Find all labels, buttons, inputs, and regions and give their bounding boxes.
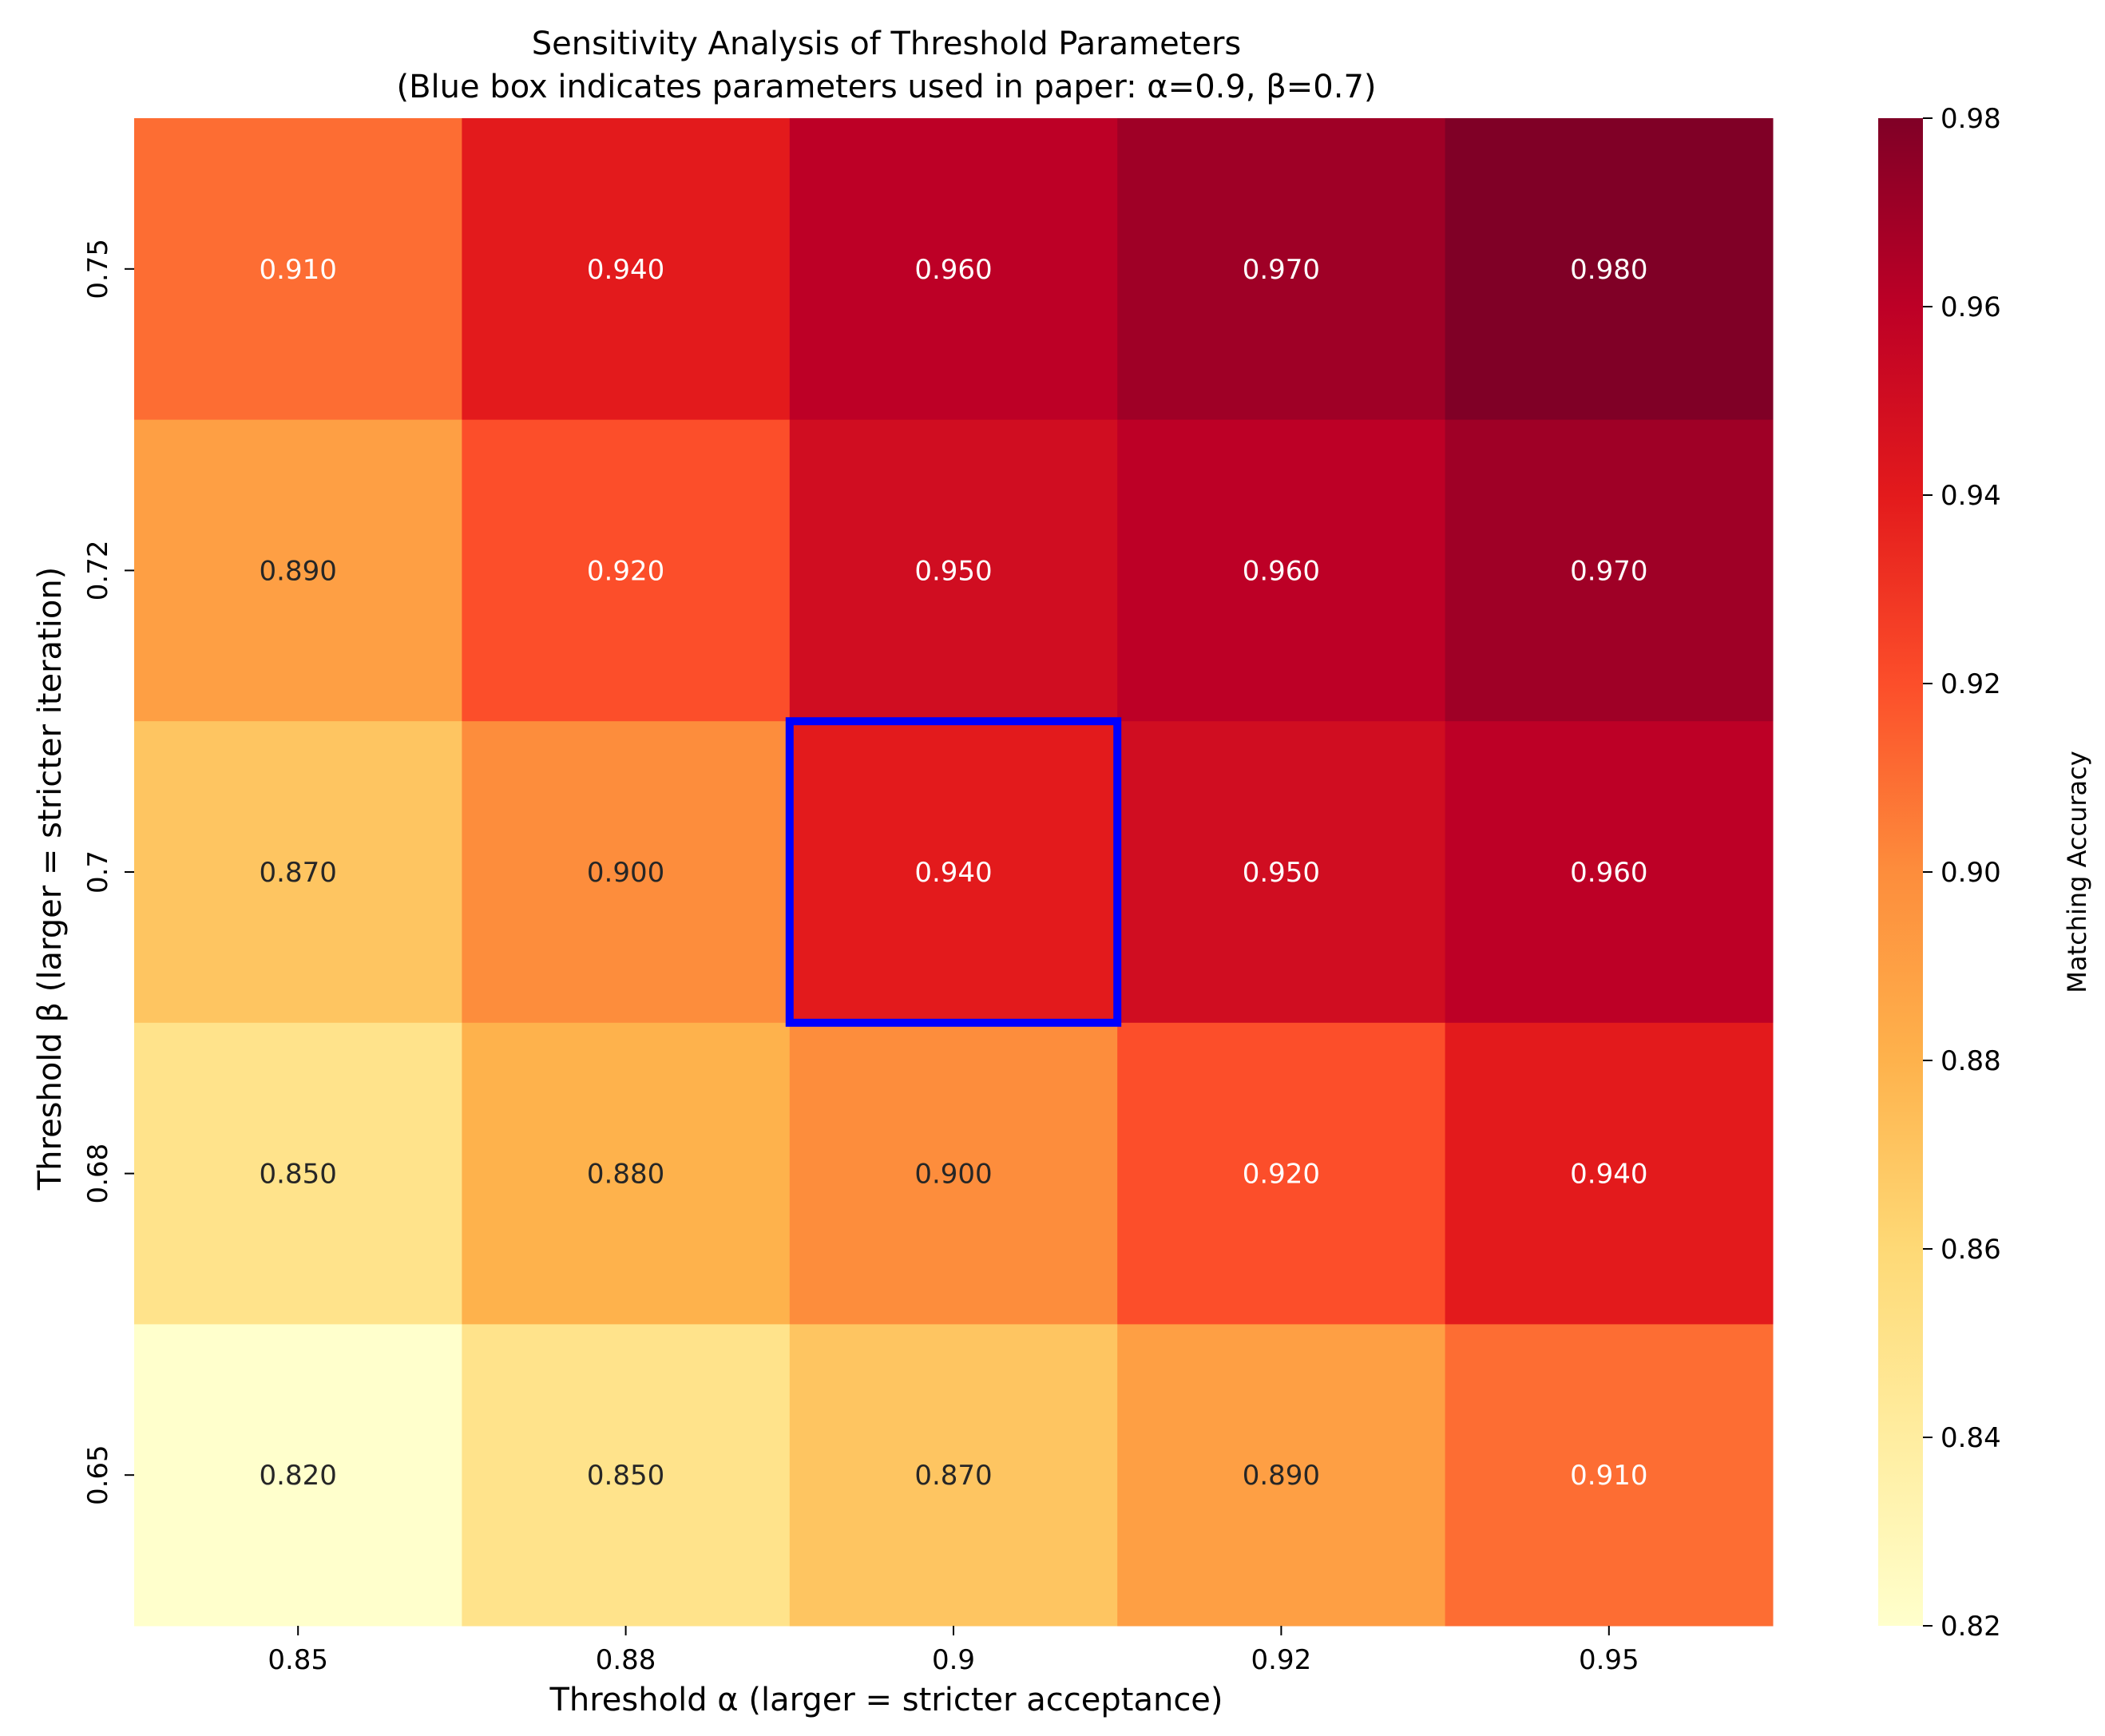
heatmap-cell-value: 0.950 xyxy=(914,555,992,587)
heatmap-cell-value: 0.940 xyxy=(587,254,664,286)
y-tick-label: 0.65 xyxy=(82,1445,114,1505)
heatmap-cell-value: 0.940 xyxy=(914,857,992,889)
heatmap-cell xyxy=(789,419,1118,722)
heatmap-cell-value: 0.970 xyxy=(1243,254,1320,286)
heatmap-cell xyxy=(1117,1324,1446,1627)
colorbar-tick-label: 0.98 xyxy=(1940,103,2001,135)
colorbar-ticks: 0.82 0.84 0.86 0.88 0.90 0.92 0.94 0.96 0.98 xyxy=(1923,103,2001,1643)
heatmap-cell-value: 0.960 xyxy=(914,254,992,286)
heatmap-cell-value: 0.960 xyxy=(1570,857,1647,889)
heatmap-cell-value: 0.850 xyxy=(260,1159,337,1191)
heatmap-cell xyxy=(462,721,791,1024)
heatmap-cell-value: 0.960 xyxy=(1243,555,1320,587)
heatmap-cell xyxy=(134,118,462,421)
colorbar-tick-label: 0.88 xyxy=(1940,1045,2001,1077)
heatmap-cell xyxy=(1445,118,1774,421)
heatmap-cell xyxy=(789,721,1118,1024)
colorbar-tick-label: 0.96 xyxy=(1940,291,2001,323)
heatmap-cell xyxy=(1445,1022,1774,1325)
heatmap-cell-value: 0.890 xyxy=(260,555,337,587)
heatmap-cell xyxy=(1117,118,1446,421)
heatmap-cell xyxy=(1445,721,1774,1024)
heatmap-cell xyxy=(134,1022,462,1325)
heatmap-cell xyxy=(462,1324,791,1627)
y-axis-label: Threshold β (larger = stricter iteration… xyxy=(32,567,69,1191)
y-axis-ticks: 0.75 0.72 0.7 0.68 0.65 xyxy=(82,239,134,1505)
heatmap-cell-value: 0.870 xyxy=(260,857,337,889)
y-tick-label: 0.72 xyxy=(82,541,114,601)
heatmap-cell-value: 0.900 xyxy=(914,1159,992,1191)
x-tick-label: 0.85 xyxy=(268,1644,328,1676)
heatmap-cell-value: 0.880 xyxy=(587,1159,664,1191)
colorbar-tick-label: 0.94 xyxy=(1940,480,2001,512)
x-tick-label: 0.92 xyxy=(1251,1644,1312,1676)
heatmap-cell xyxy=(789,1022,1118,1325)
heatmap-cell xyxy=(462,1022,791,1325)
heatmap-cell xyxy=(1445,419,1774,722)
colorbar-tick-label: 0.82 xyxy=(1940,1611,2001,1643)
chart-title: Sensitivity Analysis of Threshold Parame… xyxy=(532,26,1242,62)
heatmap-cell xyxy=(789,118,1118,421)
x-tick-label: 0.9 xyxy=(932,1644,975,1676)
heatmap-cell xyxy=(462,419,791,722)
y-tick-label: 0.75 xyxy=(82,239,114,299)
heatmap-cell xyxy=(134,721,462,1024)
highlight-box xyxy=(785,717,1122,1027)
x-tick-label: 0.88 xyxy=(596,1644,656,1676)
heatmap-cell-value: 0.910 xyxy=(260,254,337,286)
colorbar-tick-label: 0.84 xyxy=(1940,1422,2001,1454)
heatmap-cell-value: 0.820 xyxy=(260,1460,337,1492)
heatmap-cell-value: 0.910 xyxy=(1570,1460,1647,1492)
x-tick-label: 0.95 xyxy=(1579,1644,1639,1676)
heatmap-cell xyxy=(462,118,791,421)
y-tick-label: 0.7 xyxy=(82,850,114,894)
x-axis-ticks: 0.85 0.88 0.9 0.92 0.95 xyxy=(268,1626,1639,1676)
colorbar xyxy=(1878,118,1923,1626)
heatmap-cell xyxy=(1117,419,1446,722)
heatmap-cell xyxy=(134,1324,462,1627)
heatmap-cell-value: 0.920 xyxy=(1243,1159,1320,1191)
colorbar-tick-label: 0.86 xyxy=(1940,1234,2001,1266)
heatmap-cell xyxy=(789,1324,1118,1627)
colorbar-tick-label: 0.90 xyxy=(1940,857,2001,889)
heatmap-cell-value: 0.900 xyxy=(587,857,664,889)
heatmap-value-labels: 0.910 0.940 0.960 0.970 0.980 0.890 0.920 0.950… xyxy=(260,254,1648,1492)
heatmap-cell-value: 0.870 xyxy=(914,1460,992,1492)
heatmap-cell-value: 0.850 xyxy=(587,1460,664,1492)
heatmap-cell xyxy=(1445,1324,1774,1627)
heatmap-cell-value: 0.920 xyxy=(587,555,664,587)
colorbar-label: Matching Accuracy xyxy=(2062,751,2092,993)
y-tick-label: 0.68 xyxy=(82,1143,114,1204)
heatmap-cell-value: 0.940 xyxy=(1570,1159,1647,1191)
colorbar-tick-label: 0.92 xyxy=(1940,668,2001,700)
heatmap-cell xyxy=(1117,1022,1446,1325)
heatmap-cell-value: 0.970 xyxy=(1570,555,1647,587)
heatmap-cell xyxy=(134,419,462,722)
heatmap-cell-value: 0.980 xyxy=(1570,254,1647,286)
chart-subtitle: (Blue box indicates parameters used in p… xyxy=(396,69,1376,105)
heatmap-cell-value: 0.950 xyxy=(1243,857,1320,889)
heatmap-cell-value: 0.890 xyxy=(1243,1460,1320,1492)
x-axis-label: Threshold α (larger = stricter acceptanc… xyxy=(549,1682,1223,1718)
heatmap-cell xyxy=(1117,721,1446,1024)
heatmap-cells xyxy=(134,118,1774,1627)
